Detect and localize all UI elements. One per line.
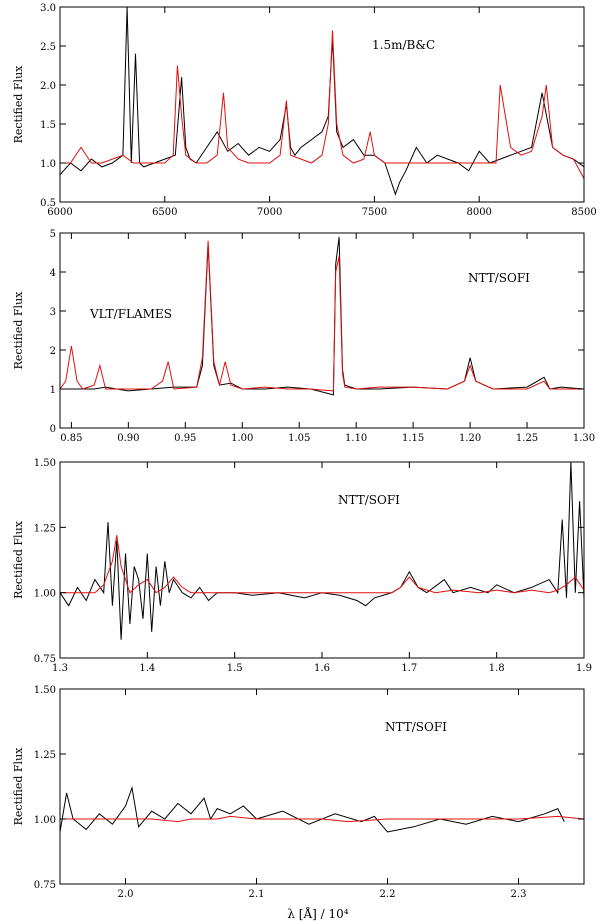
x-tick-label: 1.8 (489, 663, 505, 674)
y-tick-label: 1.25 (34, 523, 56, 534)
y-tick-label: 3.0 (40, 3, 56, 14)
y-axis-label: Rectified Flux (12, 291, 25, 370)
y-axis-label: Rectified Flux (12, 520, 25, 599)
plot-frame (59, 461, 585, 659)
y-tick-label: 0 (50, 424, 56, 435)
x-tick-label: 1.20 (459, 433, 481, 444)
y-tick-label: 0.75 (34, 880, 56, 891)
instrument-annotation: NTT/SOFI (338, 493, 400, 507)
x-tick-label: 2.2 (380, 889, 396, 900)
x-tick-label: 1.5 (227, 663, 243, 674)
x-tick-label: 1.30 (573, 433, 595, 444)
x-tick-label: 1.6 (314, 663, 330, 674)
x-tick-label: 0.90 (117, 433, 139, 444)
x-tick-label: 7500 (362, 207, 387, 218)
series-line-model (60, 30, 584, 179)
instrument-annotation: VLT/FLAMES (89, 307, 172, 321)
y-tick-label: 0.5 (40, 198, 56, 209)
y-tick-label: 5 (50, 229, 56, 240)
x-tick-label: 0.95 (174, 433, 196, 444)
x-tick-label: 1.10 (345, 433, 367, 444)
series-line-model (60, 240, 584, 392)
y-tick-label: 0.75 (34, 654, 56, 665)
x-tick-label: 7000 (257, 207, 282, 218)
x-tick-label: 1.15 (402, 433, 424, 444)
y-tick-label: 1 (50, 385, 56, 396)
plot-frame (59, 232, 585, 429)
plot-frame (59, 688, 585, 885)
y-axis-label: Rectified Flux (12, 747, 25, 826)
panel-sofi-h-band: 1.3 1.4 1.5 1.6 1.7 1.8 1.9 0.75 1.00 1.25 1.50 Rec… (12, 458, 592, 674)
x-axis-label: λ [Å] / 10⁴ (287, 906, 348, 921)
series-line-model (60, 535, 584, 594)
instrument-annotation: NTT/SOFI (468, 271, 530, 285)
plot-frame (59, 6, 585, 203)
x-tick-label: 2.0 (118, 889, 134, 900)
x-tick-label: 8000 (466, 207, 491, 218)
instrument-annotation: 1.5m/B&C (372, 38, 435, 52)
series-line-observed (60, 785, 565, 833)
x-tick-label: 0.85 (60, 433, 82, 444)
x-tick-label: 1.4 (139, 663, 155, 674)
series-line-observed (60, 462, 584, 640)
instrument-annotation: NTT/SOFI (385, 720, 447, 734)
x-tick-label: 1.00 (231, 433, 253, 444)
y-tick-label: 2 (50, 346, 56, 357)
x-tick-label: 8500 (571, 207, 596, 218)
y-tick-label: 2.0 (40, 81, 56, 92)
series-line-model (60, 815, 584, 823)
y-tick-label: 4 (50, 268, 56, 279)
series-line-observed (60, 7, 584, 196)
y-tick-label: 1.25 (34, 750, 56, 761)
y-tick-label: 1.50 (34, 458, 56, 469)
y-tick-label: 2.5 (40, 42, 56, 53)
x-tick-label: 1.25 (516, 433, 538, 444)
x-tick-label: 1.3 (52, 663, 68, 674)
x-tick-label: 1.9 (576, 663, 592, 674)
x-tick-label: 1.7 (401, 663, 417, 674)
y-tick-label: 1.5 (40, 120, 56, 131)
y-tick-label: 1.0 (40, 159, 56, 170)
y-tick-label: 1.00 (34, 589, 56, 600)
x-tick-label: 6500 (152, 207, 177, 218)
y-tick-label: 1.50 (34, 685, 56, 696)
y-axis-label: Rectified Flux (12, 65, 25, 144)
x-tick-label: 6000 (47, 207, 72, 218)
panel-optical-bc: 6000 6500 7000 7500 8000 8500 0.5 1.0 1.5 2.0 2.5 3… (12, 3, 597, 218)
y-tick-label: 3 (50, 307, 56, 318)
x-tick-label: 2.3 (511, 889, 527, 900)
x-tick-label: 1.05 (288, 433, 310, 444)
panel-sofi-k-band: 2.0 2.1 2.2 2.3 0.75 1.00 1.25 1.50 Rectified Fl… (12, 685, 585, 900)
y-tick-label: 1.00 (34, 815, 56, 826)
x-tick-label: 2.1 (249, 889, 265, 900)
panel-flames-sofi: 0.85 0.90 0.95 1.00 1.05 1.10 1.15 1.20 1.25 1.30… (12, 229, 595, 444)
